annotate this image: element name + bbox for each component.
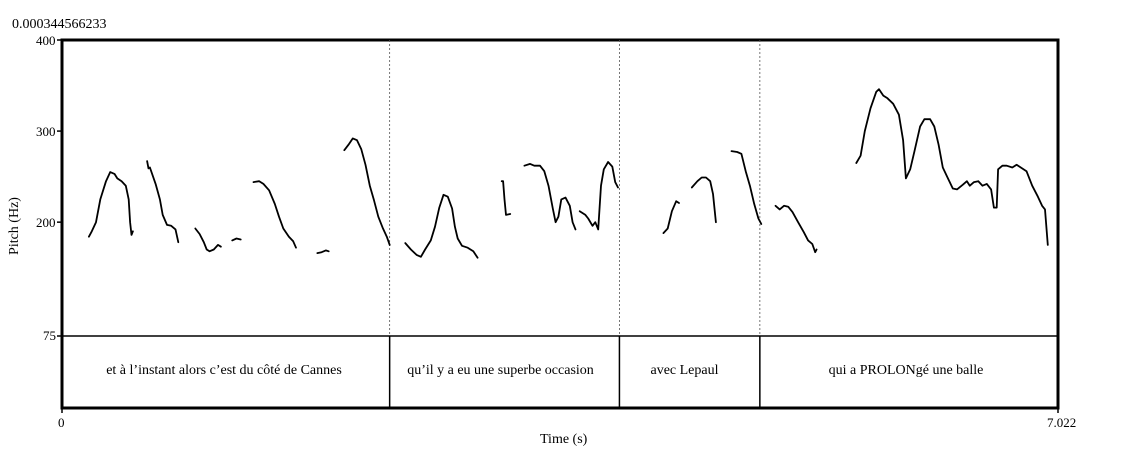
pitch-contour-13 (690, 176, 717, 224)
pitch-contour-12 (662, 200, 680, 234)
pitch-contour-4 (231, 237, 242, 242)
pitch-contour-6 (316, 249, 330, 254)
pitch-contour-8 (404, 193, 479, 259)
pitch-contour-7 (343, 137, 391, 246)
pitch-contour-5 (252, 180, 297, 249)
y-tick-label-300: 300 (36, 124, 56, 139)
pitch-contour-10 (523, 163, 577, 231)
segment-label-3: avec Lepaul (650, 363, 719, 378)
x-axis-label: Time (s) (540, 432, 588, 447)
segment-label-4: qui a PROLONgé une balle (828, 363, 984, 378)
x-tick-min: 0 (58, 415, 65, 430)
pitch-contour-11 (578, 161, 619, 231)
pitch-contour-2 (146, 160, 180, 244)
x-tick-max: 7.022 (1047, 415, 1077, 430)
plot-frame (60, 38, 1060, 410)
segment-label-1: et à l’instant alors c’est du côté de Ca… (106, 363, 342, 378)
pitch-contour-1 (88, 171, 134, 238)
segment-label-2: qu’il y a eu une superbe occasion (407, 363, 594, 378)
pitch-contour-9 (500, 180, 512, 216)
pitch-contour-16 (855, 88, 1049, 246)
top-value-readout: 0.000344566233 (12, 17, 107, 32)
pitch-contour-15 (774, 204, 818, 254)
pitch-contour-14 (730, 150, 763, 225)
y-tick-label-200: 200 (36, 215, 56, 230)
y-tick-label-75: 75 (43, 328, 56, 343)
y-tick-label-400: 400 (36, 33, 56, 48)
pitch-contour-3 (194, 227, 222, 253)
